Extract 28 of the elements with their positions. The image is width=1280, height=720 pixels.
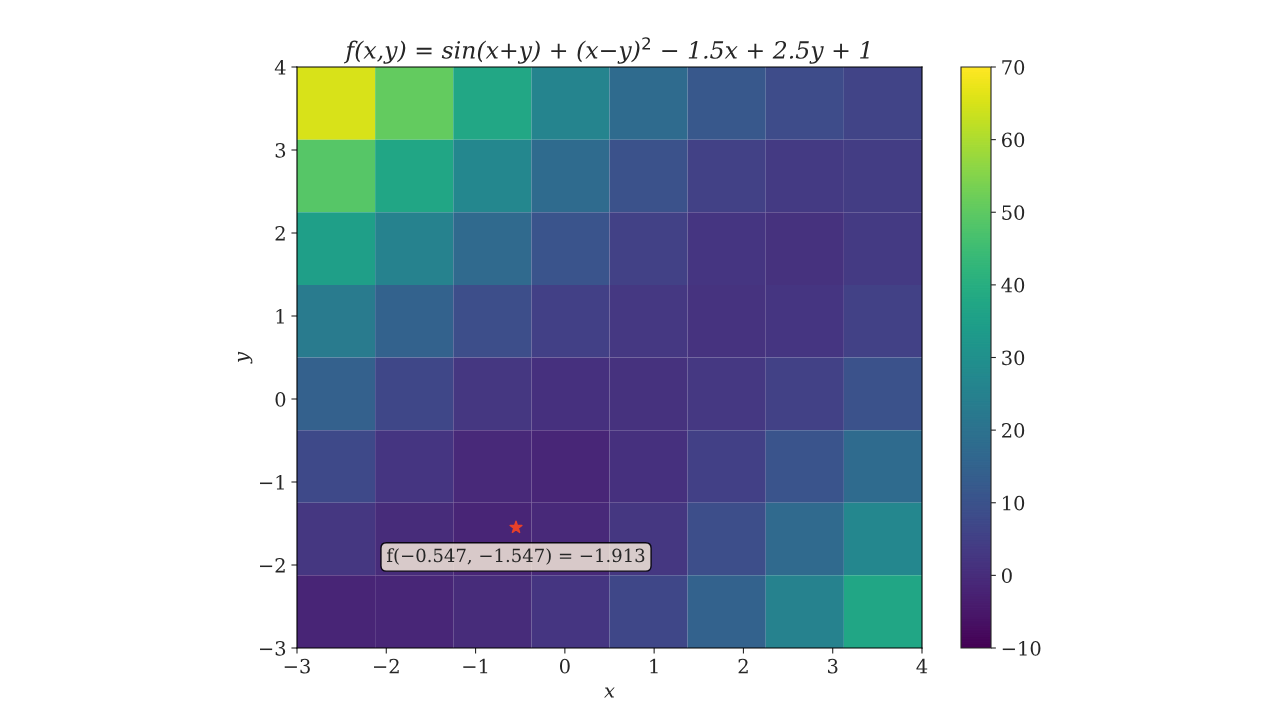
color-bar-label: 0 <box>1002 568 1012 584</box>
y-tick-label: 3 <box>275 142 286 158</box>
color-bar-label: 40 <box>1001 277 1025 293</box>
x-tick-label: −1 <box>463 658 488 674</box>
y-tick-label: −3 <box>259 640 286 656</box>
color-bar-label: 70 <box>1002 59 1025 75</box>
x-tick-label: 1 <box>650 658 658 674</box>
color-bar-label: 60 <box>1002 132 1025 148</box>
color-bar-label: 30 <box>1002 350 1025 366</box>
color-bar-label: 10 <box>1003 495 1025 511</box>
x-axis-title: x <box>604 687 615 698</box>
color-bar-label: 50 <box>1002 205 1025 220</box>
color-bar-label: 20 <box>1002 423 1025 438</box>
y-tick-label: 0 <box>275 391 286 407</box>
y-tick-label: 1 <box>276 308 284 324</box>
chart-title: f(x,y) = sin(x+y) + (x−y)$^{2}$ − 1.5x + 2.5y + 1 <box>343 37 869 64</box>
x-tick-label: 4 <box>916 658 928 674</box>
y-tick-label: 4 <box>274 59 286 75</box>
y-tick-label: −2 <box>259 557 285 573</box>
y-tick-label: −1 <box>259 474 284 490</box>
x-tick-label: −2 <box>374 658 399 674</box>
color-bar-label: −10 <box>1002 640 1041 656</box>
y-axis-title: y <box>237 351 253 364</box>
x-tick-label: 0 <box>559 658 570 674</box>
y-tick-label: 2 <box>275 225 285 241</box>
x-tick-label: 2 <box>738 658 748 674</box>
annotation: f(−0.547, −1.547) = −1.913 <box>387 548 645 565</box>
x-tick-label: 3 <box>828 658 838 674</box>
